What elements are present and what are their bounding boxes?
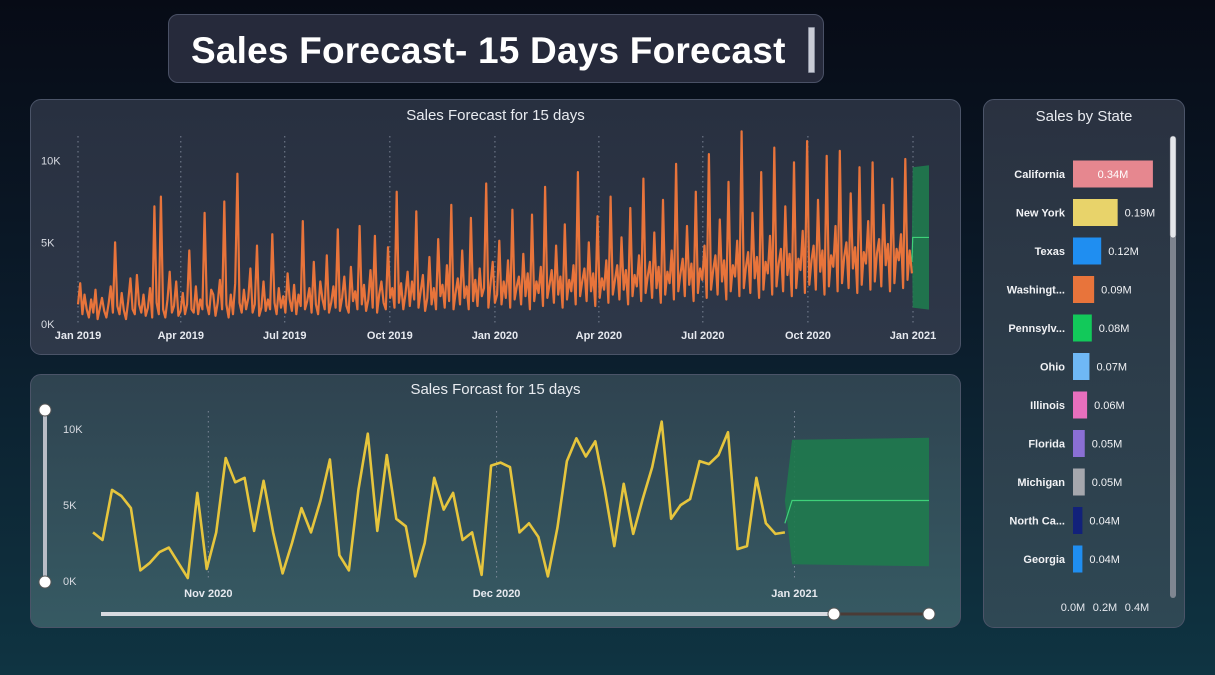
top-forecast-panel[interactable]: Sales Forecast for 15 days 0K 5K 10K Jan 20… — [30, 99, 961, 355]
state-bar-data-label: 0.08M — [1099, 323, 1130, 335]
state-bar — [1073, 545, 1083, 573]
x-tick-label: 0.2M — [1093, 602, 1117, 614]
bottom-chart-title: Sales Forcast for 15 days — [410, 381, 581, 398]
x-tick-label: Jan 2021 — [771, 588, 817, 600]
forecast-line — [784, 499, 929, 524]
y-tick-label: 10K — [41, 156, 61, 168]
scrollbar-thumb[interactable] — [1169, 135, 1177, 239]
bottom-forecast-panel[interactable]: Sales Forcast for 15 days 0K 5K 10K Nov 202… — [30, 374, 961, 628]
forecast-line — [911, 236, 929, 262]
state-bar — [1073, 160, 1153, 188]
state-bar — [1073, 507, 1083, 534]
state-bar-data-label: 0.07M — [1096, 362, 1127, 374]
state-bar — [1073, 276, 1095, 303]
text-cursor — [808, 27, 815, 73]
x-tick-label: Jan 2021 — [890, 330, 936, 342]
state-bar — [1073, 353, 1090, 380]
state-chart-title: Sales by State — [1035, 108, 1133, 125]
x-tick-label: 0.0M — [1061, 602, 1085, 614]
state-bar-data-label: 0.04M — [1089, 554, 1120, 566]
y-tick-label: 5K — [41, 237, 55, 249]
x-tick-label: Apr 2020 — [576, 330, 622, 342]
x-tick-label: Jul 2020 — [681, 330, 724, 342]
state-category-label: Washingt... — [1007, 285, 1065, 297]
state-category-label: Florida — [1028, 439, 1066, 451]
bottom-forecast-chart[interactable]: 0K 5K 10K Nov 2020 Dec 2020 Jan 2021 — [31, 375, 961, 628]
x-tick-label: Oct 2020 — [785, 330, 831, 342]
x-tick-label: Jan 2019 — [55, 330, 101, 342]
vertical-slider-handle-top — [38, 403, 52, 417]
horizontal-slider-handle-right — [922, 607, 936, 621]
y-tick-label: 0K — [41, 319, 55, 331]
state-bar — [1073, 430, 1085, 457]
x-tick-label: Jan 2020 — [472, 330, 518, 342]
x-tick-label: Dec 2020 — [473, 588, 521, 600]
title-box: Sales Forecast- 15 Days Forecast — [168, 14, 824, 83]
x-tick-label: Nov 2020 — [184, 588, 232, 600]
state-category-label: Pennsylv... — [1008, 323, 1065, 335]
state-category-label: Illinois — [1030, 400, 1065, 412]
forecast-confidence-band — [784, 437, 929, 567]
top-chart-title: Sales Forecast for 15 days — [406, 107, 585, 124]
top-forecast-chart[interactable]: 0K 5K 10K Jan 2019 Apr 2019 Jul 2019 Oct 2019 J… — [31, 100, 961, 355]
state-bar-data-label: 0.05M — [1092, 439, 1123, 451]
sales-by-state-panel[interactable]: Sales by State California 0.34M New York 0.… — [983, 99, 1185, 628]
state-category-label: Ohio — [1040, 362, 1065, 374]
state-bar-data-label: 0.04M — [1089, 516, 1120, 528]
state-bar — [1073, 314, 1092, 342]
state-category-label: New York — [1016, 208, 1066, 220]
state-bar — [1073, 391, 1088, 419]
page-title: Sales Forecast- 15 Days Forecast — [191, 30, 786, 71]
x-tick-label: Jul 2019 — [263, 330, 306, 342]
x-tick-label: 0.4M — [1125, 602, 1149, 614]
state-bar-data-label: 0.34M — [1098, 169, 1129, 181]
actual-sales-line — [92, 420, 786, 580]
y-tick-label: 5K — [63, 500, 77, 512]
state-category-label: North Ca... — [1009, 516, 1065, 528]
scrollbar-track — [1170, 136, 1176, 598]
sales-by-state-chart[interactable]: California 0.34M New York 0.19M Texas 0.12M Wa… — [984, 100, 1185, 628]
y-tick-label: 0K — [63, 576, 77, 588]
horizontal-slider-handle-left — [827, 607, 841, 621]
state-bar-data-label: 0.09M — [1101, 285, 1132, 297]
state-category-label: Texas — [1035, 246, 1065, 258]
state-category-label: California — [1014, 169, 1066, 181]
actual-sales-line — [76, 130, 913, 321]
state-bar — [1073, 199, 1118, 226]
x-tick-label: Apr 2019 — [158, 330, 204, 342]
state-category-label: Michigan — [1017, 477, 1065, 489]
state-bar-data-label: 0.06M — [1094, 400, 1125, 412]
state-bar — [1073, 237, 1102, 265]
vertical-slider-handle-bottom — [38, 575, 52, 589]
state-bar-data-label: 0.05M — [1092, 477, 1123, 489]
y-tick-label: 10K — [63, 424, 83, 436]
state-category-label: Georgia — [1023, 554, 1065, 566]
state-bar-data-label: 0.19M — [1125, 208, 1156, 220]
state-bar-data-label: 0.12M — [1108, 246, 1139, 258]
state-bar — [1073, 468, 1085, 496]
x-tick-label: Oct 2019 — [367, 330, 413, 342]
